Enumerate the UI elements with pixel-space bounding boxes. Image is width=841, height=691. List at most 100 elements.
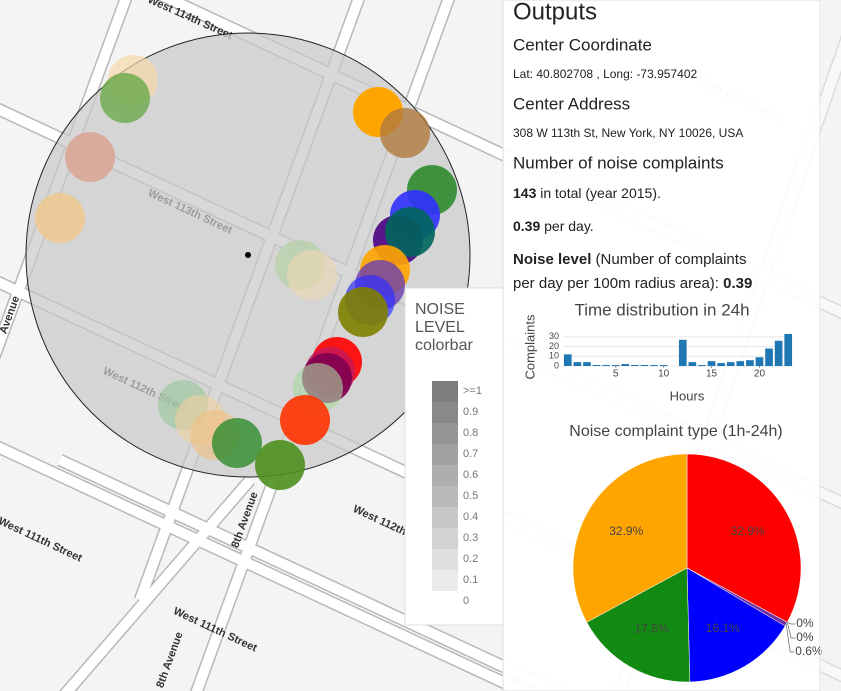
pie-value-label: 32.9% [731, 524, 765, 538]
complaint-marker [100, 73, 150, 123]
outputs: Outputs Center Coordinate Lat: 40.802708… [513, 0, 752, 292]
pie-value-label: 17.5% [635, 621, 669, 635]
complaint-markers [35, 55, 457, 490]
center-point [245, 252, 251, 258]
coordinate-text: Lat: 40.802708 , Long: -73.957402 [513, 67, 697, 81]
section-heading: Center Coordinate [513, 35, 652, 54]
per-day-line: 0.39 per day. [513, 218, 594, 234]
colorbar-label: 0.2 [463, 553, 478, 565]
bar [650, 365, 658, 366]
bar [659, 365, 668, 366]
colorbar-label: 0.1 [463, 574, 478, 586]
pie-leader [786, 622, 796, 639]
colorbar-swatch [432, 423, 458, 444]
y-tick-label: 0 [554, 360, 559, 370]
per-day-value: 0.39 [513, 218, 540, 234]
colorbar-label: 0.5 [463, 490, 478, 502]
pie-leader [785, 624, 795, 653]
colorbar-label: 0.6 [463, 469, 478, 481]
bar [717, 363, 725, 366]
pie-slice [572, 453, 688, 623]
pie-value-label: 0% [796, 616, 814, 630]
chart-title: Noise complaint type (1h-24h) [569, 423, 782, 440]
pie-value-label: 0.6% [795, 644, 823, 658]
bar [621, 364, 630, 366]
bar [583, 362, 591, 366]
pie-value-label: 16.1% [706, 621, 740, 635]
charts: Time distribution in 24h Complaints Hours 0… [522, 300, 823, 683]
colorbar-label: 0 [463, 595, 469, 607]
bar [640, 365, 649, 366]
total-text: in total (year 2015). [536, 185, 661, 201]
total-line: 143 in total (year 2015). [513, 185, 661, 201]
y-tick-label: 10 [549, 351, 559, 361]
section-heading: Center Address [513, 94, 630, 113]
bar [736, 361, 745, 366]
bar [755, 357, 764, 366]
y-tick-label: 30 [549, 331, 559, 341]
noise-level-line: Noise level (Number of complaints [513, 251, 746, 268]
colorbar-title: NOISE [415, 301, 465, 318]
panel-title: Outputs [513, 0, 597, 25]
bar [563, 354, 572, 366]
colorbar-label: 0.4 [463, 511, 478, 523]
complaint-marker [280, 395, 330, 445]
colorbar-swatch [432, 486, 458, 507]
colorbar-swatch [432, 444, 458, 465]
y-axis-label: Complaints [522, 314, 537, 380]
pie-value-label: 32.9% [609, 524, 643, 538]
colorbar-swatch [432, 528, 458, 549]
complaint-marker [385, 207, 435, 257]
complaint-marker [65, 132, 115, 182]
bar [602, 365, 610, 366]
map-edge [820, 0, 841, 691]
colorbar-label: >=1 [463, 385, 482, 397]
address-text: 308 W 113th St, New York, NY 10026, USA [513, 126, 743, 140]
bar [678, 339, 687, 366]
x-tick-label: 5 [613, 369, 619, 380]
bar [592, 365, 601, 366]
colorbar-swatch [432, 507, 458, 528]
section-heading: Number of noise complaints [513, 153, 724, 172]
colorbar-title: colorbar [415, 337, 473, 354]
noise-level-text: (Number of complaints [591, 251, 746, 268]
colorbar-swatch [432, 381, 458, 402]
per-day-text: per day. [540, 218, 593, 234]
colorbar-swatch [432, 549, 458, 570]
y-tick-label: 20 [549, 341, 559, 351]
complaint-marker [380, 108, 430, 158]
bar [688, 362, 697, 366]
bar [765, 348, 773, 366]
x-tick-label: 20 [754, 369, 766, 380]
colorbar-title: LEVEL [415, 319, 465, 336]
complaint-marker [287, 250, 337, 300]
colorbar-swatch [432, 402, 458, 423]
x-axis-label: Hours [670, 388, 705, 403]
colorbar-label: 0.3 [463, 532, 478, 544]
colorbar: NOISE LEVEL colorbar >=1 0.9 0.8 0.7 0.6 0.5 0… [404, 287, 504, 626]
bar [774, 340, 783, 366]
pie-slice [686, 453, 802, 623]
chart-title: Time distribution in 24h [574, 300, 749, 319]
bar [611, 365, 620, 366]
complaint-marker [338, 287, 388, 337]
noise-level-label: Noise level [513, 251, 591, 268]
colorbar-label: 0.7 [463, 448, 478, 460]
bar [726, 362, 735, 366]
pie-value-label: 0% [796, 630, 814, 644]
complaint-marker [212, 418, 262, 468]
total-value: 143 [513, 185, 537, 201]
colorbar-label: 0.8 [463, 427, 478, 439]
noise-level-line: per day per 100m radius area): 0.39 [513, 275, 752, 292]
colorbar-swatch [432, 465, 458, 486]
colorbar-label: 0.9 [463, 406, 478, 418]
bar [784, 333, 793, 366]
complaint-marker [255, 440, 305, 490]
x-tick-label: 15 [706, 369, 718, 380]
pie-leader [787, 621, 796, 625]
bar [698, 365, 706, 366]
x-tick-label: 10 [658, 369, 670, 380]
pie-slice [686, 567, 786, 683]
bar [746, 360, 754, 366]
